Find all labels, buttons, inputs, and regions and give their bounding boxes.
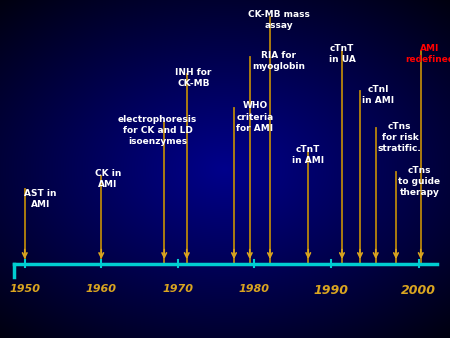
Text: 1990: 1990	[313, 284, 348, 297]
Text: WHO
criteria
for AMI: WHO criteria for AMI	[236, 101, 274, 132]
Text: CK-MB mass
assay: CK-MB mass assay	[248, 10, 310, 30]
Text: cTns
for risk
stratific.: cTns for risk stratific.	[378, 122, 422, 153]
Text: electrophoresis
for CK and LD
isoenzymes: electrophoresis for CK and LD isoenzymes	[118, 115, 197, 146]
Text: 1970: 1970	[162, 284, 193, 294]
Text: 1950: 1950	[9, 284, 40, 294]
Text: RIA for
myoglobin: RIA for myoglobin	[252, 51, 305, 71]
Text: INH for
CK-MB: INH for CK-MB	[176, 68, 211, 88]
Text: 1960: 1960	[86, 284, 117, 294]
Text: 2000: 2000	[401, 284, 436, 297]
Text: 1980: 1980	[239, 284, 270, 294]
Text: AMI
redefined: AMI redefined	[405, 44, 450, 64]
Text: cTnT
in UA: cTnT in UA	[328, 44, 356, 64]
Text: AST in
AMI: AST in AMI	[24, 189, 57, 209]
Text: cTnT
in AMI: cTnT in AMI	[292, 145, 324, 165]
Text: cTnI
in AMI: cTnI in AMI	[362, 84, 394, 104]
Text: cTns
to guide
therapy: cTns to guide therapy	[398, 166, 441, 197]
Text: CK in
AMI: CK in AMI	[95, 169, 121, 189]
